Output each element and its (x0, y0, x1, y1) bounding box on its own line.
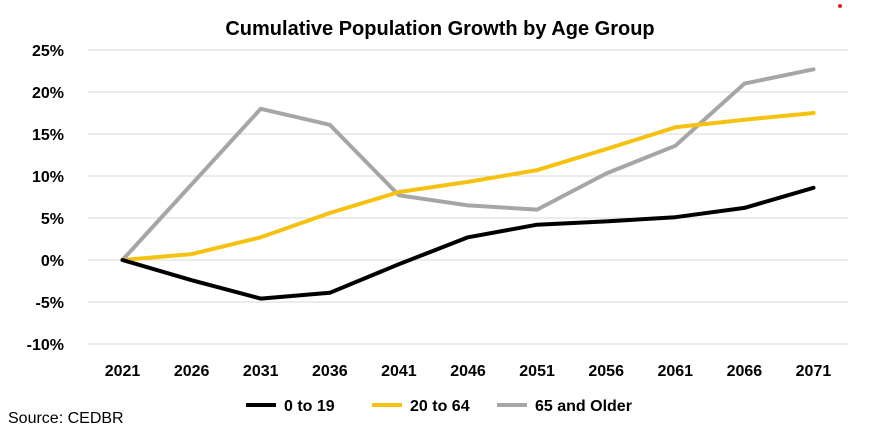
y-axis-ticks: -10% -5% 0% 5% 10% 15% 20% 25% (27, 43, 64, 354)
x-tick-label: 2046 (450, 363, 486, 380)
series-line (120, 67, 816, 262)
y-tick-label: 20% (32, 85, 64, 102)
x-tick-label: 2066 (727, 363, 763, 380)
y-tick-label: 25% (32, 43, 64, 60)
x-tick-label: 2071 (796, 363, 832, 380)
gridlines (88, 49, 848, 345)
legend-label: 0 to 19 (284, 398, 335, 415)
x-tick-label: 2056 (588, 363, 624, 380)
series-line (120, 111, 816, 262)
x-tick-label: 2021 (105, 363, 141, 380)
x-tick-label: 2041 (381, 363, 417, 380)
legend: 0 to 19 20 to 64 65 and Older (246, 398, 632, 415)
chart-title: Cumulative Population Growth by Age Grou… (225, 18, 655, 40)
x-tick-label: 2031 (243, 363, 279, 380)
y-tick-label: 5% (41, 211, 64, 228)
x-tick-label: 2061 (657, 363, 693, 380)
x-tick-label: 2026 (174, 363, 210, 380)
legend-label: 65 and Older (535, 398, 632, 415)
y-tick-label: 15% (32, 127, 64, 144)
x-tick-label: 2051 (519, 363, 555, 380)
x-tick-label: 2036 (312, 363, 348, 380)
red-marker-dot (838, 4, 842, 8)
x-axis-ticks: 2021 2026 2031 2036 2041 2046 2051 2056 2061 2066… (105, 363, 832, 380)
y-tick-label: 10% (32, 169, 64, 186)
legend-label: 20 to 64 (410, 398, 470, 415)
y-tick-label: -10% (27, 337, 64, 354)
series-lines (120, 67, 816, 301)
y-tick-label: 0% (41, 253, 64, 270)
series-line (120, 185, 816, 301)
y-tick-label: -5% (36, 295, 64, 312)
source-note: Source: CEDBR (8, 410, 124, 427)
